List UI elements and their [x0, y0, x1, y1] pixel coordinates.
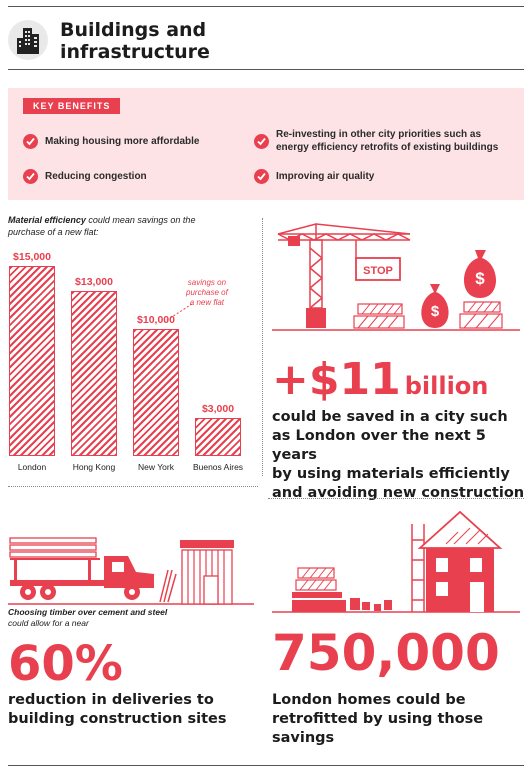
chart-annotation: savings on purchase of a new flat [186, 278, 228, 308]
savings-line-4: and avoiding new construction [272, 485, 525, 501]
benefit-text-line-1: Re-investing in other city priorities su… [276, 129, 482, 140]
chart-bar [9, 266, 55, 456]
chart-intro-rest: could mean savings on the [85, 215, 196, 225]
checkmark-icon [23, 134, 38, 149]
benefit-item: Making housing more affordable [23, 134, 199, 149]
benefit-text: Making housing more affordable [45, 136, 200, 147]
column-separator [262, 218, 263, 476]
bottom-rule [8, 765, 524, 766]
money-bag-symbol: $ [475, 269, 485, 288]
annotation-line-2: purchase of [186, 288, 228, 297]
construction-illustration: STOP $ $ [272, 223, 520, 331]
benefit-text-line-2: energy efficiency retrofits of existing … [276, 142, 499, 153]
homes-count: 750,000 [272, 624, 500, 682]
annotation-line-3: a new flat [189, 298, 225, 307]
benefit-text: Reducing congestion [45, 171, 147, 182]
savings-line-1: could be saved in a city such [272, 409, 508, 425]
savings-headline: +$11 billion [272, 356, 488, 404]
chart-bar [133, 329, 179, 456]
title-line-1: Buildings and [60, 19, 207, 41]
bar-category-label: New York [138, 462, 174, 472]
homes-description: London homes could be retrofitted by usi… [272, 691, 483, 748]
benefit-text: Re-investing in other city priorities su… [276, 128, 498, 154]
savings-amount: +$11 [272, 354, 401, 405]
homes-retrofit-illustration [272, 510, 520, 613]
chart-bar [71, 291, 117, 456]
bar-value-label: $13,000 [75, 276, 113, 288]
chart-intro-line-2: purchase of a new flat: [8, 227, 99, 237]
stop-sign-label: STOP [363, 265, 393, 277]
savings-unit: billion [404, 372, 489, 400]
chart-bar [195, 418, 241, 456]
bar-category-label: London [17, 462, 47, 472]
savings-description: could be saved in a city such as London … [272, 408, 532, 503]
bar-value-label: $15,000 [13, 251, 51, 263]
money-bag-symbol: $ [431, 303, 440, 320]
row-separator [8, 486, 258, 487]
savings-line-3: by using materials efficiently [272, 466, 510, 482]
timber-caption-line-2: could allow for a near [8, 618, 89, 628]
header-rule [8, 69, 524, 70]
homes-line-3: savings [272, 730, 335, 746]
bar-category-label: Buenos Aires [192, 462, 244, 472]
timber-caption-bold: Choosing timber over cement and steel [8, 607, 168, 617]
timber-line-2: building construction sites [8, 711, 227, 727]
title-line-2: infrastructure [60, 41, 210, 63]
benefit-item: Improving air quality [254, 169, 374, 184]
row-separator-right [268, 498, 524, 499]
money-bag-icon: $ [421, 284, 449, 328]
benefit-item: Re-investing in other city priorities su… [254, 128, 498, 154]
homes-line-2: retrofitted by using those [272, 711, 484, 727]
annotation-pointer [163, 303, 193, 323]
bar-value-label: $3,000 [201, 403, 235, 415]
skyscraper-icon [8, 20, 48, 60]
timber-description: reduction in deliveries to building cons… [8, 691, 226, 729]
delivery-reduction-percent: 60% [8, 636, 123, 692]
page-title: Buildings and infrastructure [60, 19, 210, 63]
benefit-text: Improving air quality [276, 171, 375, 182]
timber-line-1: reduction in deliveries to [8, 692, 214, 708]
checkmark-icon [254, 133, 269, 149]
checkmark-icon [254, 169, 269, 184]
chart-intro-bold: Material efficiency [8, 215, 86, 225]
money-bag-icon: $ [464, 250, 496, 298]
annotation-line-1: savings on [187, 278, 227, 287]
bar-category-label: Hong Kong [72, 462, 116, 472]
savings-line-2: as London over the next 5 years [272, 428, 486, 463]
benefit-item: Reducing congestion [23, 169, 147, 184]
top-rule [8, 6, 524, 7]
key-benefits-badge: KEY BENEFITS [23, 98, 121, 114]
timber-caption: Choosing timber over cement and steel co… [8, 607, 167, 629]
chart-intro: Material efficiency could mean savings o… [8, 214, 195, 238]
timber-truck-illustration [8, 537, 254, 605]
checkmark-icon [23, 169, 38, 184]
homes-line-1: London homes could be [272, 692, 466, 708]
